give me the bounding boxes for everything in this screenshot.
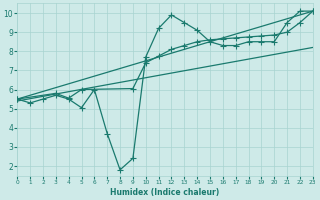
X-axis label: Humidex (Indice chaleur): Humidex (Indice chaleur)	[110, 188, 220, 197]
